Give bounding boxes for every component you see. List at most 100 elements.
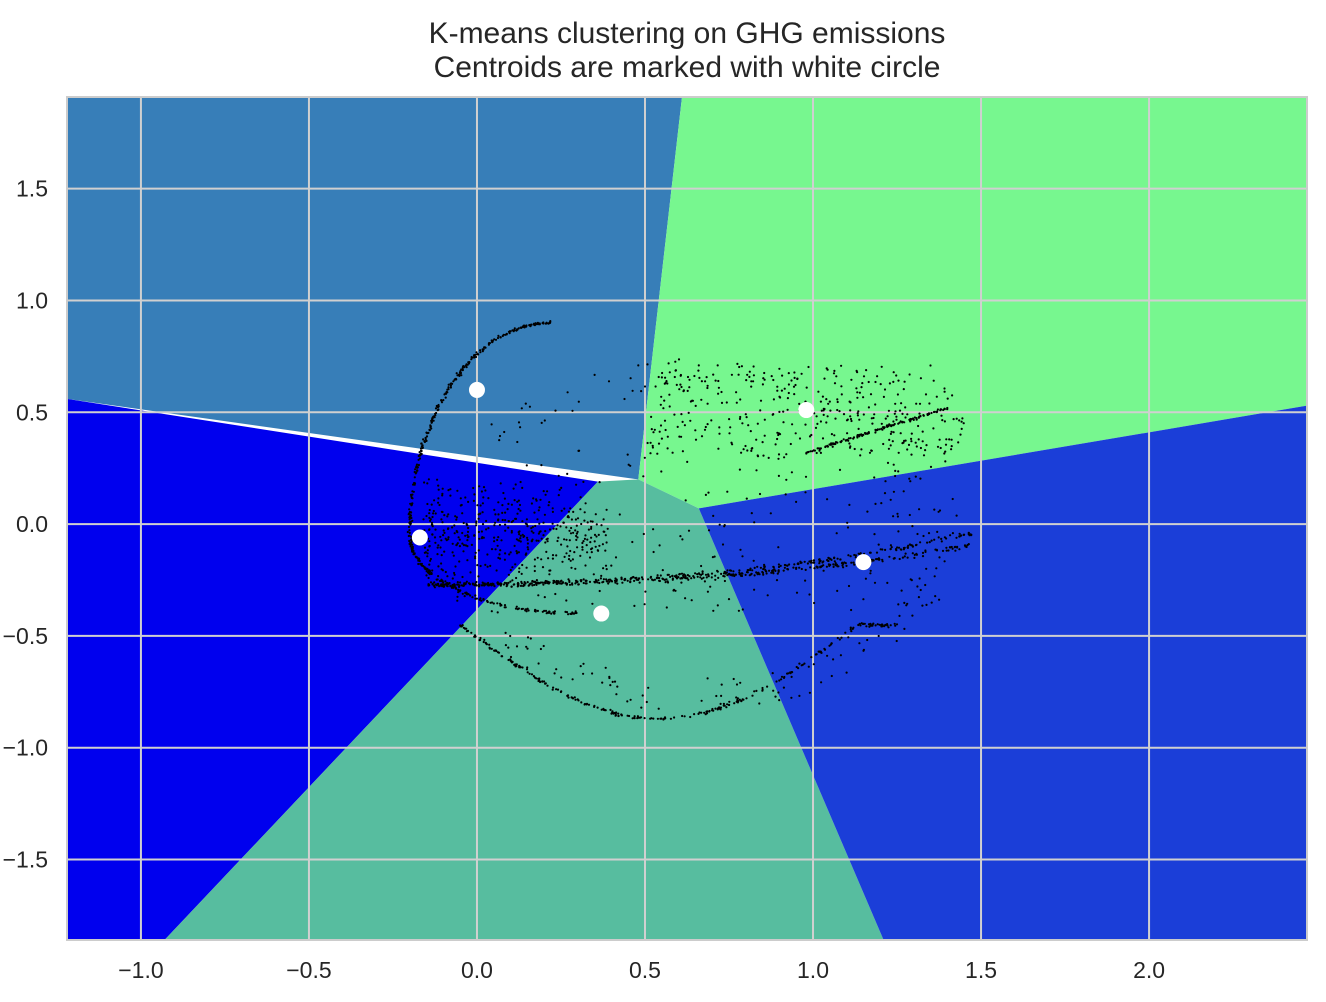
- data-point: [927, 412, 931, 415]
- data-point: [910, 437, 913, 440]
- data-point: [777, 453, 781, 456]
- data-point: [686, 389, 689, 392]
- data-point: [507, 330, 511, 333]
- data-point: [447, 527, 450, 530]
- data-point: [791, 423, 794, 426]
- data-point: [706, 402, 709, 405]
- data-point: [508, 553, 511, 556]
- y-tick-label: 0.0: [16, 511, 48, 537]
- data-point: [499, 482, 502, 485]
- data-point: [766, 685, 769, 688]
- data-point: [479, 636, 482, 640]
- data-point: [844, 562, 847, 565]
- data-point: [686, 460, 689, 463]
- data-point: [712, 709, 715, 712]
- data-point: [526, 546, 529, 549]
- data-point: [668, 371, 671, 374]
- y-tick-label: −1.0: [3, 735, 48, 761]
- data-point: [821, 437, 825, 440]
- data-point: [680, 435, 683, 438]
- data-point: [756, 571, 759, 575]
- data-point: [498, 439, 501, 442]
- data-point: [951, 497, 954, 501]
- data-point: [574, 698, 577, 701]
- data-point: [677, 358, 681, 361]
- data-point: [858, 391, 862, 394]
- data-point: [820, 651, 823, 655]
- data-point: [902, 388, 905, 391]
- data-point: [606, 527, 609, 530]
- data-point: [496, 336, 500, 340]
- data-point: [582, 662, 585, 665]
- data-point: [865, 369, 868, 372]
- data-point: [777, 569, 780, 572]
- data-point: [771, 569, 775, 572]
- x-tick-label: 0.0: [461, 957, 493, 983]
- data-point: [761, 571, 765, 575]
- data-point: [635, 576, 638, 579]
- data-point: [585, 582, 588, 585]
- data-point: [543, 596, 546, 599]
- data-point: [577, 699, 580, 702]
- data-point: [427, 583, 430, 586]
- data-point: [707, 529, 711, 532]
- data-point: [579, 508, 582, 511]
- data-point: [751, 447, 754, 450]
- data-point: [428, 545, 431, 548]
- data-point: [664, 428, 667, 432]
- data-point: [446, 575, 449, 578]
- data-point: [938, 556, 941, 559]
- data-point: [886, 623, 889, 626]
- data-point: [412, 490, 415, 493]
- data-point: [437, 575, 440, 578]
- data-point: [560, 543, 563, 546]
- data-point: [907, 443, 911, 446]
- data-point: [896, 546, 899, 549]
- data-point: [917, 438, 920, 441]
- data-point: [461, 512, 464, 515]
- data-point: [556, 524, 559, 527]
- data-point: [579, 554, 582, 558]
- data-point: [877, 634, 880, 638]
- data-point: [548, 573, 551, 576]
- data-point: [867, 406, 871, 409]
- data-point: [490, 610, 493, 613]
- data-point: [922, 414, 925, 417]
- data-point: [555, 554, 558, 557]
- data-point: [881, 625, 884, 628]
- data-point: [836, 441, 839, 444]
- data-point: [892, 463, 895, 466]
- data-point: [888, 438, 891, 441]
- data-point: [822, 407, 825, 410]
- data-point: [569, 559, 572, 562]
- data-point: [806, 562, 810, 565]
- data-point: [953, 546, 956, 549]
- data-point: [631, 389, 634, 392]
- data-point: [570, 566, 573, 569]
- data-point: [593, 373, 596, 376]
- data-point: [959, 433, 962, 436]
- data-point: [873, 581, 877, 584]
- data-point: [787, 383, 791, 386]
- data-point: [466, 536, 470, 539]
- data-point: [432, 509, 435, 513]
- data-point: [880, 427, 883, 430]
- data-point: [431, 523, 434, 527]
- data-point: [761, 689, 764, 692]
- data-point: [505, 332, 508, 335]
- data-point: [829, 557, 832, 561]
- data-point: [614, 556, 618, 559]
- data-point: [661, 569, 664, 572]
- data-point: [819, 447, 823, 450]
- data-point: [643, 603, 646, 606]
- data-point: [542, 644, 545, 648]
- data-point: [582, 540, 585, 543]
- data-point: [945, 537, 948, 540]
- data-point: [795, 567, 798, 571]
- data-point: [587, 703, 591, 706]
- data-point: [828, 400, 831, 403]
- data-point: [717, 386, 721, 389]
- data-point: [727, 598, 731, 601]
- data-point: [798, 402, 801, 405]
- data-point: [642, 532, 645, 536]
